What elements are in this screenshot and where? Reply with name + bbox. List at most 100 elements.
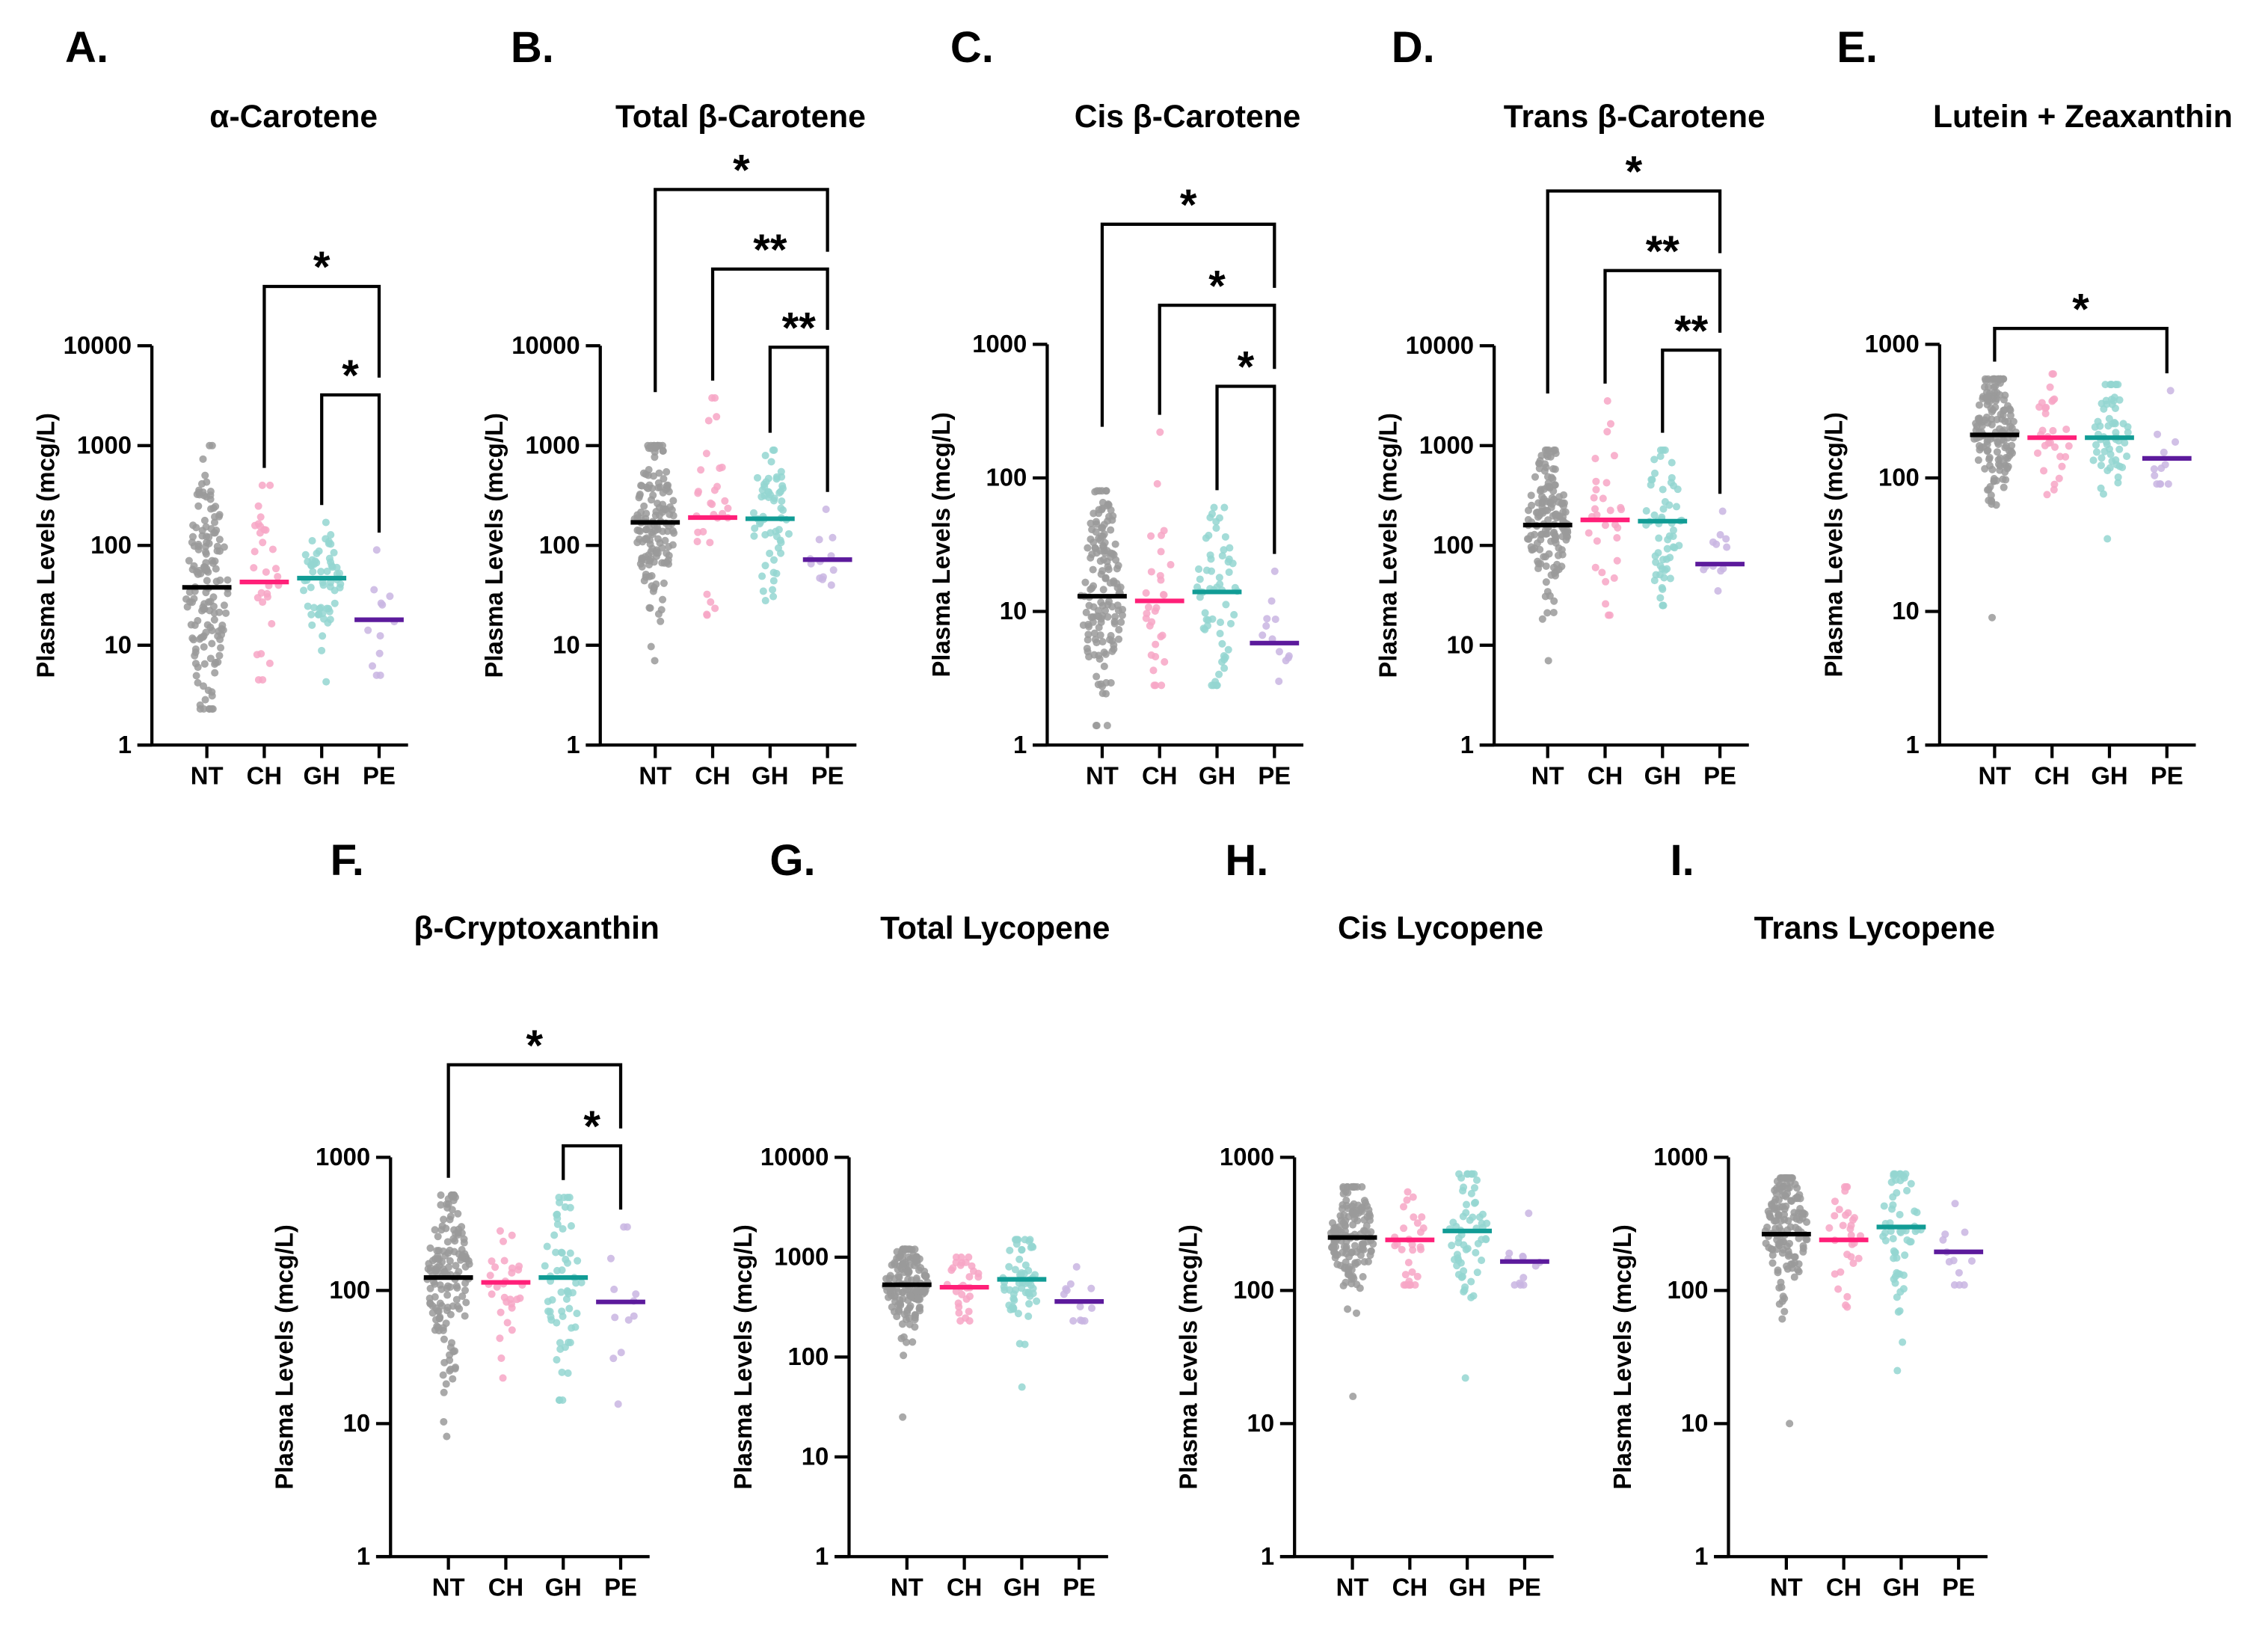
y-tick-label: 1 — [1013, 731, 1027, 758]
data-point — [426, 1300, 434, 1308]
x-tick-label: GH — [545, 1574, 582, 1601]
data-point — [1603, 397, 1611, 405]
data-point — [1410, 1213, 1418, 1221]
points-nt — [1523, 446, 1572, 665]
data-point — [508, 1326, 516, 1334]
significance-bracket: ** — [710, 226, 829, 381]
data-point — [1330, 1241, 1338, 1249]
data-point — [1794, 1194, 1802, 1203]
data-point — [444, 1249, 452, 1257]
data-point — [1531, 544, 1539, 552]
data-point — [258, 481, 266, 489]
data-point — [1221, 533, 1229, 541]
panel-e: E. Lutein + Zeaxanthin Plasma Levels (mcg/… — [1819, 23, 2232, 789]
data-point — [2154, 430, 2162, 438]
data-point — [1103, 722, 1111, 730]
data-point — [1099, 586, 1107, 594]
bracket-line — [562, 1144, 623, 1210]
data-point — [1407, 1280, 1415, 1289]
data-point — [614, 1400, 622, 1408]
y-tick-label: 10 — [553, 631, 580, 658]
data-point — [1660, 574, 1668, 582]
x-tick-label: CH — [947, 1574, 982, 1601]
data-point — [1161, 657, 1169, 666]
data-point — [319, 632, 327, 640]
data-point — [2157, 480, 2165, 488]
data-point — [1525, 1209, 1533, 1218]
data-point — [491, 1263, 500, 1271]
data-point — [1365, 1216, 1374, 1224]
data-point — [761, 451, 769, 460]
data-point — [651, 527, 660, 535]
data-point — [444, 1263, 452, 1271]
data-point — [1537, 485, 1545, 494]
points-gh — [749, 446, 793, 605]
data-point — [1196, 575, 1204, 583]
y-tick-label: 100 — [539, 531, 580, 559]
data-point — [1403, 1196, 1411, 1204]
data-point — [1196, 593, 1204, 601]
data-point — [1661, 566, 1669, 574]
data-point — [703, 610, 711, 619]
data-point — [259, 598, 267, 607]
data-point — [215, 651, 224, 660]
data-point — [1765, 1212, 1774, 1221]
data-point — [497, 1308, 505, 1316]
data-point — [550, 1231, 559, 1239]
data-point — [196, 705, 204, 713]
data-point — [1103, 547, 1111, 555]
data-point — [1771, 1224, 1780, 1233]
data-point — [657, 617, 665, 625]
data-point — [764, 474, 772, 482]
bracket-line — [1603, 269, 1722, 384]
x-tick-label: NT — [1531, 761, 1564, 789]
data-point — [1516, 1279, 1524, 1287]
x-tick-label: PE — [1063, 1574, 1095, 1601]
data-point — [1712, 540, 1721, 548]
data-point — [1351, 1209, 1360, 1218]
data-point — [1449, 1218, 1457, 1227]
data-point — [1350, 1182, 1359, 1191]
data-point — [437, 1301, 446, 1310]
data-point — [2008, 449, 2017, 457]
data-point — [1719, 565, 1727, 573]
bracket-line — [262, 284, 381, 468]
points-nt — [1327, 1182, 1377, 1401]
data-point — [263, 593, 271, 601]
data-point — [458, 1229, 466, 1237]
data-point — [1770, 1217, 1778, 1225]
data-point — [668, 506, 676, 514]
data-point — [1774, 1196, 1783, 1204]
data-point — [1072, 1263, 1081, 1271]
data-point — [574, 1257, 582, 1265]
data-point — [553, 1356, 561, 1364]
data-point — [201, 471, 209, 479]
data-point — [1983, 447, 1991, 455]
data-point — [1457, 1259, 1465, 1267]
data-point — [707, 598, 715, 606]
data-point — [250, 564, 258, 572]
data-point — [2124, 429, 2132, 437]
data-point — [1087, 613, 1095, 622]
y-tick-label: 1 — [357, 1542, 370, 1570]
data-point — [1907, 1238, 1915, 1246]
y-axis-label: Plasma Levels (mcg/L) — [271, 1224, 298, 1489]
data-point — [314, 610, 322, 619]
data-point — [2164, 480, 2172, 488]
data-point — [1899, 1285, 1908, 1293]
data-point — [433, 1263, 441, 1271]
data-point — [304, 602, 312, 610]
x-tick-label: CH — [1392, 1574, 1428, 1601]
data-point — [187, 621, 195, 629]
significance-bracket: * — [562, 1102, 623, 1210]
data-point — [1775, 1300, 1783, 1308]
data-point — [1157, 547, 1165, 556]
y-tick-label: 10 — [343, 1409, 371, 1437]
data-point — [1014, 1310, 1022, 1318]
data-point — [1025, 1300, 1033, 1308]
data-point — [556, 1339, 564, 1347]
data-point — [1100, 662, 1108, 670]
data-point — [1803, 1236, 1811, 1244]
data-point — [758, 486, 766, 494]
data-point — [446, 1351, 454, 1359]
